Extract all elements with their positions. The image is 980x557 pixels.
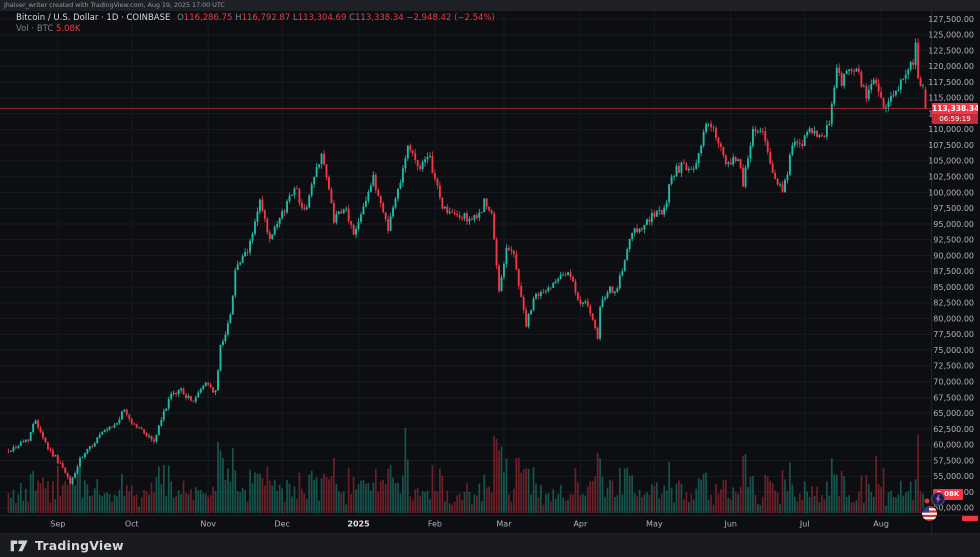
svg-text:72,500.00: 72,500.00 (933, 362, 974, 371)
svg-text:Dec: Dec (274, 520, 289, 529)
svg-text:Mar: Mar (496, 520, 512, 529)
svg-text:127,500.00: 127,500.00 (928, 15, 974, 24)
change-value: −2,948.42 (−2.54%) (406, 13, 495, 23)
volume-label: Vol · BTC (16, 24, 54, 34)
svg-text:95,000.00: 95,000.00 (933, 220, 974, 229)
tradingview-wordmark[interactable]: TradingView (35, 538, 124, 553)
svg-text:105,000.00: 105,000.00 (928, 157, 974, 166)
svg-text:75,000.00: 75,000.00 (933, 346, 974, 355)
high-label: H (235, 13, 242, 23)
us-flag-badge[interactable] (921, 505, 938, 526)
svg-text:100,000.00: 100,000.00 (928, 188, 974, 197)
svg-text:97,500.00: 97,500.00 (933, 204, 974, 213)
close-label: C (349, 13, 356, 23)
attribution-bar: jhaiver_writer created with TradingView.… (0, 0, 980, 11)
candlestick-chart-canvas[interactable]: 127,500.00 125,000.00 122,500.00 120,000.00… (0, 0, 980, 533)
svg-text:Feb: Feb (428, 520, 442, 529)
notification-dot (924, 489, 930, 508)
attribution-text: jhaiver_writer created with TradingView.… (4, 1, 225, 9)
svg-text:82,500.00: 82,500.00 (933, 299, 974, 308)
svg-text:Jul: Jul (799, 520, 810, 529)
svg-text:115,000.00: 115,000.00 (928, 94, 974, 103)
svg-text:67,500.00: 67,500.00 (933, 393, 974, 402)
low-label: L (292, 13, 298, 23)
tradingview-logo-icon[interactable] (10, 538, 28, 553)
last-price-label: 113,338.34 06:59:19 (932, 102, 978, 124)
last-date-marker (962, 516, 978, 521)
low-value: 113,304.69 (297, 13, 347, 23)
ohlc-values: O116,286.75 H116,792.87 L113,304.69 C113… (177, 13, 495, 23)
candles-layer (7, 38, 927, 486)
svg-text:60,000.00: 60,000.00 (933, 441, 974, 450)
volume-value: 5.08K (56, 24, 81, 34)
svg-text:Jun: Jun (723, 520, 737, 529)
close-value: 113,338.34 (355, 13, 404, 23)
volume-axis-label: 5.08K (933, 489, 963, 500)
volume-layer (7, 428, 927, 513)
footer-bar: TradingView (0, 533, 980, 557)
open-label: O (177, 13, 184, 23)
svg-text:Nov: Nov (200, 520, 216, 529)
svg-text:57,500.00: 57,500.00 (933, 456, 974, 465)
chart-legend: Bitcoin / U.S. Dollar · 1D · COINBASE O1… (16, 13, 495, 35)
grid-layer (0, 11, 931, 515)
svg-text:92,500.00: 92,500.00 (933, 236, 974, 245)
svg-text:120,000.00: 120,000.00 (928, 62, 974, 71)
lightning-icon (931, 492, 945, 506)
price-axis-labels: 127,500.00 125,000.00 122,500.00 120,000.00… (928, 15, 974, 513)
last-price-value: 113,338.34 (932, 103, 978, 113)
symbol-row[interactable]: Bitcoin / U.S. Dollar · 1D · COINBASE O1… (16, 13, 495, 24)
svg-text:90,000.00: 90,000.00 (933, 251, 974, 260)
svg-text:87,500.00: 87,500.00 (933, 267, 974, 276)
svg-text:85,000.00: 85,000.00 (933, 283, 974, 292)
svg-text:May: May (646, 520, 663, 529)
lightning-badge[interactable] (931, 491, 945, 510)
svg-text:80,000.00: 80,000.00 (933, 314, 974, 323)
bar-close-countdown: 06:59:19 (932, 113, 978, 124)
symbol-title[interactable]: Bitcoin / U.S. Dollar · 1D · COINBASE (16, 13, 171, 23)
svg-text:70,000.00: 70,000.00 (933, 378, 974, 387)
time-axis-labels: Sep Oct Nov Dec 2025 Feb Mar Apr May Jun Jul Aug (50, 520, 889, 529)
volume-row[interactable]: Vol · BTC 5.08K (16, 24, 495, 35)
svg-text:110,000.00: 110,000.00 (928, 125, 974, 134)
svg-text:55,000.00: 55,000.00 (933, 472, 974, 481)
svg-text:107,500.00: 107,500.00 (928, 141, 974, 150)
svg-text:102,500.00: 102,500.00 (928, 173, 974, 182)
svg-text:Apr: Apr (573, 520, 588, 529)
svg-text:50,000.00: 50,000.00 (933, 504, 974, 513)
svg-text:Sep: Sep (50, 520, 65, 529)
us-flag-icon (921, 505, 938, 522)
svg-text:Aug: Aug (873, 520, 889, 529)
svg-text:62,500.00: 62,500.00 (933, 425, 974, 434)
svg-text:2025: 2025 (347, 520, 370, 529)
high-value: 116,792.87 (241, 13, 291, 23)
open-value: 116,286.75 (183, 13, 233, 23)
svg-text:122,500.00: 122,500.00 (928, 46, 974, 55)
svg-text:125,000.00: 125,000.00 (928, 31, 974, 40)
svg-text:Oct: Oct (125, 520, 139, 529)
svg-text:117,500.00: 117,500.00 (928, 78, 974, 87)
svg-text:65,000.00: 65,000.00 (933, 409, 974, 418)
svg-text:77,500.00: 77,500.00 (933, 330, 974, 339)
